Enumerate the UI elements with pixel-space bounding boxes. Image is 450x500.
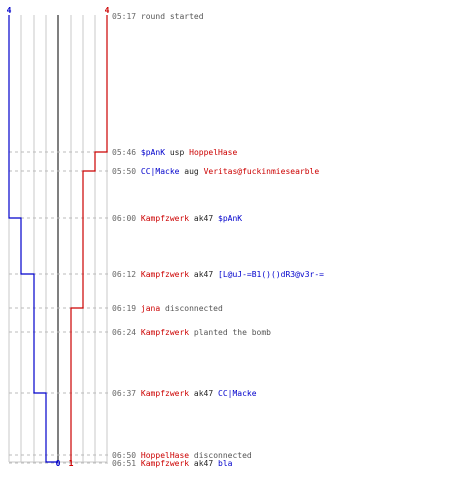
event-row: 06:19 jana disconnected (112, 303, 223, 314)
event-row: 06:24 Kampfzwerk planted the bomb (112, 327, 271, 338)
event-actor: HoppelHase (140, 451, 190, 460)
event-time: 05:17 (112, 12, 137, 21)
blue-team-count-line (8, 15, 58, 463)
event-actor: Kampfzwerk (140, 459, 190, 468)
event-row: 05:17 round started (112, 11, 204, 22)
event-row: 05:46 $pAnK usp HoppelHase (112, 147, 237, 158)
event-weapon: ak47 (193, 270, 214, 279)
event-time: 06:24 (112, 328, 137, 337)
graph-grid (8, 15, 108, 463)
event-actor: Kampfzwerk (140, 389, 190, 398)
event-weapon: ak47 (193, 389, 214, 398)
event-target: HoppelHase (189, 148, 238, 157)
event-time: 06:50 (112, 451, 137, 460)
event-row: 06:00 Kampfzwerk ak47 $pAnK (112, 213, 242, 224)
blue-team-start-count: 4 (7, 6, 12, 15)
event-target: CC|Macke (218, 389, 257, 398)
event-message: round started (140, 12, 204, 21)
red-team-end-count: 1 (69, 459, 74, 468)
event-weapon: ak47 (193, 214, 214, 223)
event-actor: jana (140, 304, 161, 313)
event-guide-lines (9, 151, 109, 464)
event-time: 06:37 (112, 389, 137, 398)
team-count-lines (8, 15, 108, 463)
event-weapon: usp (169, 148, 185, 157)
event-time: 06:19 (112, 304, 137, 313)
event-target: $pAnK (218, 214, 243, 223)
event-time: 06:12 (112, 270, 137, 279)
event-target: [L@uJ-=B1()()dR3@v3r-= (218, 270, 324, 279)
event-time: 05:46 (112, 148, 137, 157)
event-target: bla (218, 459, 233, 468)
event-weapon: ak47 (193, 459, 214, 468)
event-row: 06:12 Kampfzwerk ak47 [L@uJ-=B1()()dR3@v… (112, 269, 324, 280)
blue-team-end-count: 0 (56, 459, 61, 468)
event-weapon: aug (184, 167, 199, 176)
red-team-start-count: 4 (105, 6, 110, 15)
event-row: 05:50 CC|Macke aug Veritas@fuckinmiesear… (112, 166, 319, 177)
event-time: 06:51 (112, 459, 137, 468)
event-actor: Kampfzwerk (140, 214, 190, 223)
red-team-count-line (70, 15, 108, 462)
event-row: 06:50 HoppelHase disconnected (112, 450, 252, 461)
event-actor: $pAnK (140, 148, 166, 157)
event-row: 06:37 Kampfzwerk ak47 CC|Macke (112, 388, 257, 399)
event-time: 06:00 (112, 214, 137, 223)
event-row: 06:51 Kampfzwerk ak47 bla (112, 458, 232, 469)
event-time: 05:50 (112, 167, 137, 176)
event-actor: CC|Macke (140, 167, 180, 176)
event-actor: Kampfzwerk (140, 328, 190, 337)
event-target: Veritas@fuckinmiesearble (203, 167, 320, 176)
event-action: planted the bomb (193, 328, 271, 337)
event-action: disconnected (193, 451, 252, 460)
event-actor: Kampfzwerk (140, 270, 190, 279)
event-action: disconnected (165, 304, 223, 313)
